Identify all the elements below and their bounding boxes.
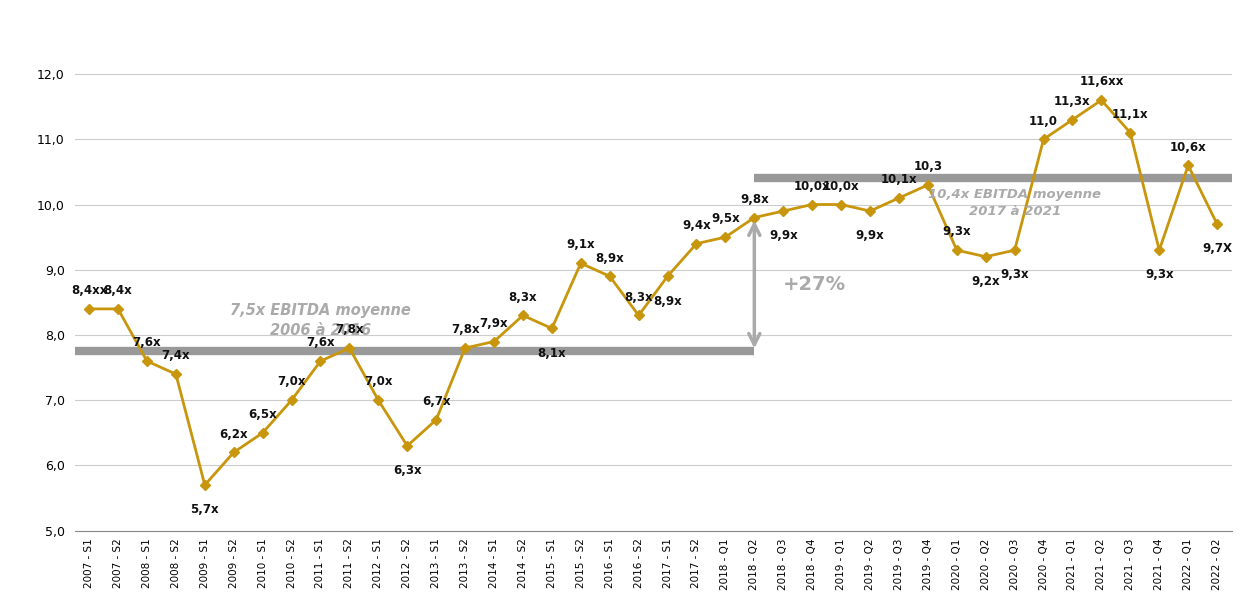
Text: 6,3x: 6,3x	[393, 464, 422, 477]
Text: 8,1x: 8,1x	[537, 346, 566, 360]
Text: 9,9x: 9,9x	[856, 229, 884, 242]
Text: 8,3x: 8,3x	[624, 291, 653, 304]
Text: 9,3x: 9,3x	[943, 226, 972, 239]
Text: 8,4xx: 8,4xx	[71, 284, 107, 297]
Text: 11,0: 11,0	[1029, 115, 1059, 127]
Text: 6,7x: 6,7x	[422, 395, 450, 408]
Text: 9,3x: 9,3x	[1000, 268, 1029, 281]
Text: 7,5x EBITDA moyenne
2006 à 2016: 7,5x EBITDA moyenne 2006 à 2016	[230, 303, 411, 339]
Text: 9,5x: 9,5x	[712, 212, 740, 225]
Text: 9,4x: 9,4x	[682, 219, 710, 232]
Text: 10,3: 10,3	[913, 160, 943, 173]
Text: 9,1x: 9,1x	[566, 239, 595, 251]
Text: 6,2x: 6,2x	[219, 428, 248, 440]
Text: 8,3x: 8,3x	[509, 291, 537, 304]
Text: 9,7X: 9,7X	[1202, 242, 1232, 256]
Text: 6,5x: 6,5x	[249, 408, 277, 421]
Text: 7,6x: 7,6x	[133, 336, 162, 350]
Text: 7,4x: 7,4x	[162, 350, 190, 362]
Text: 9,3x: 9,3x	[1144, 268, 1173, 281]
Text: 7,6x: 7,6x	[306, 336, 335, 350]
Text: 10,0x: 10,0x	[822, 180, 860, 193]
Text: 10,1x: 10,1x	[881, 173, 917, 186]
Text: 7,8x: 7,8x	[450, 323, 479, 336]
Text: 7,0x: 7,0x	[364, 376, 393, 389]
Text: 10,6x: 10,6x	[1169, 141, 1207, 154]
Text: 7,9x: 7,9x	[480, 317, 509, 330]
Text: 8,4x: 8,4x	[103, 284, 132, 297]
Text: +27%: +27%	[784, 275, 846, 294]
Text: 9,9x: 9,9x	[769, 229, 797, 242]
Text: 10,0x: 10,0x	[794, 180, 831, 193]
Text: 11,3x: 11,3x	[1054, 95, 1091, 108]
Text: 9,8x: 9,8x	[740, 193, 769, 206]
Text: 7,0x: 7,0x	[277, 376, 306, 389]
Text: 11,1x: 11,1x	[1112, 108, 1148, 121]
Text: Indice Argos Mid-Market (EV 15 à 500 m€) - Multiples d’EBITDA médian EV/EBITDA s: Indice Argos Mid-Market (EV 15 à 500 m€)…	[10, 20, 877, 35]
Text: 10,4x EBITDA moyenne
2017 à 2021: 10,4x EBITDA moyenne 2017 à 2021	[928, 188, 1101, 218]
Text: 11,6xx: 11,6xx	[1080, 76, 1123, 88]
Text: 7,8x: 7,8x	[335, 323, 363, 336]
Text: 8,9x: 8,9x	[653, 295, 682, 307]
Text: 8,9x: 8,9x	[596, 251, 624, 265]
Text: 5,7x: 5,7x	[190, 503, 219, 516]
Text: 9,2x: 9,2x	[972, 275, 1000, 288]
